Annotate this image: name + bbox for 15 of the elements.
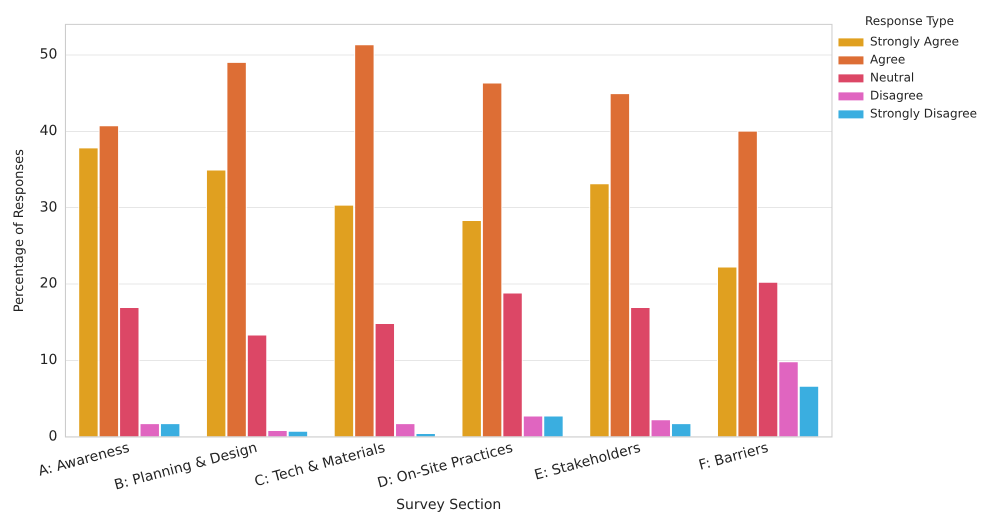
x-axis-title: Survey Section [396,497,502,514]
y-tick-label: 30 [40,199,58,216]
x-tick-label: F: Barriers [697,440,770,474]
legend-label: Neutral [870,70,914,85]
y-tick-label: 20 [40,276,58,292]
legend-title: Response Type [864,14,954,28]
legend-label: Strongly Disagree [870,106,978,121]
legend-label: Disagree [870,88,924,103]
y-tick-label: 0 [48,428,58,445]
y-tick-label: 10 [40,352,58,368]
legend-label: Strongly Agree [870,34,960,49]
y-axis-title: Percentage of Responses [12,148,28,312]
y-tick-label: 40 [40,122,58,139]
y-tick-label: 50 [40,46,58,63]
legend-label: Agree [870,52,906,67]
